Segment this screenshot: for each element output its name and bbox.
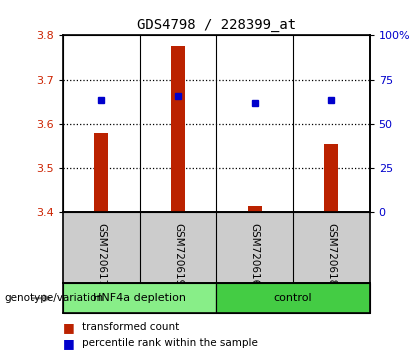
- Text: percentile rank within the sample: percentile rank within the sample: [82, 338, 258, 348]
- Text: ■: ■: [63, 321, 79, 334]
- Bar: [324, 144, 338, 212]
- Bar: [63, 283, 216, 313]
- Bar: [216, 283, 370, 313]
- Title: GDS4798 / 228399_at: GDS4798 / 228399_at: [137, 18, 296, 32]
- Text: transformed count: transformed count: [82, 322, 179, 332]
- Bar: [248, 206, 262, 212]
- Text: genotype/variation: genotype/variation: [4, 293, 103, 303]
- Bar: [94, 133, 108, 212]
- Text: GSM720617: GSM720617: [96, 223, 106, 286]
- Text: control: control: [274, 293, 312, 303]
- Text: HNF4a depletion: HNF4a depletion: [93, 293, 186, 303]
- Text: GSM720616: GSM720616: [249, 223, 260, 286]
- Text: ■: ■: [63, 337, 79, 350]
- Bar: [171, 46, 185, 212]
- Text: GSM720619: GSM720619: [173, 223, 183, 286]
- Text: GSM720618: GSM720618: [326, 223, 336, 286]
